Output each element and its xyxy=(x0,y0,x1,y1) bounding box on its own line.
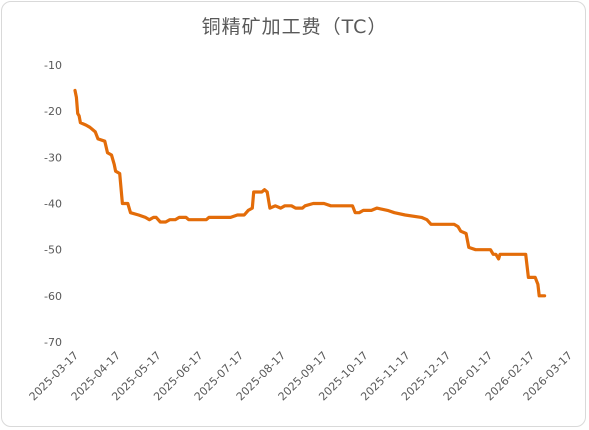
y-tick-label: -10 xyxy=(44,59,62,72)
y-tick-label: -40 xyxy=(44,198,62,211)
chart-title: 铜精矿加工费（TC） xyxy=(201,16,388,38)
y-tick-label: -50 xyxy=(44,244,62,257)
series-line xyxy=(73,88,547,298)
y-tick-label: -30 xyxy=(44,151,62,164)
y-tick-label: -20 xyxy=(44,105,62,118)
y-tick-label: -70 xyxy=(44,336,62,349)
y-tick-label: -60 xyxy=(44,290,62,303)
